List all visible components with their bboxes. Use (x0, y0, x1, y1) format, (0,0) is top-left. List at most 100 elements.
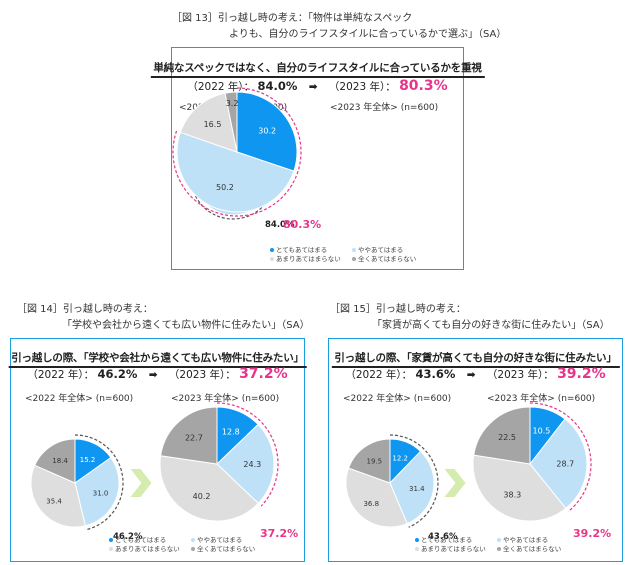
label-2023: （2023 年）： (486, 369, 554, 381)
value-2023: 39.2% (557, 366, 606, 382)
subtitle-2022: <2022 年全体> (n=600) (25, 394, 134, 404)
label-2023: （2023 年）： (168, 369, 236, 381)
pie-2023-label-not-very-applicable: 40.2 (193, 492, 211, 501)
pie-2023-label-not-very-applicable: 38.3 (503, 491, 521, 500)
figure-14-caption-line2: 「学校や会社から遠くても広い物件に住みたい」（SA） (62, 320, 310, 331)
pie-2023-highlight-arc (216, 402, 279, 507)
legend-item-3: あまりあてはまらない (276, 255, 341, 263)
label-2022: （2022 年）： (27, 369, 95, 381)
pie-2023-slice-somewhat-applicable (216, 423, 275, 504)
pie-2023-label-not-at-all-applicable: 3.2 (226, 99, 239, 108)
figure-13-panel: 単純なスペックではなく、自分のライフスタイルに合っているかを重視 （2022 年… (150, 47, 485, 270)
pie-2022-label-not-very-applicable: 36.8 (363, 500, 379, 508)
legend-item-3: あまりあてはまらない (421, 545, 486, 553)
legend-swatch-2 (497, 538, 501, 542)
figure-15-panel: 引っ越しの際、「家賃が高くても自分の好きな街に住みたい」 （2022 年）： 4… (328, 338, 623, 562)
pie-2022-label-not-at-all-applicable: 18.4 (52, 457, 68, 465)
label-2023: （2023 年）： (328, 81, 396, 93)
pie-2023-label-not-at-all-applicable: 22.5 (498, 433, 516, 442)
figure-13-caption-line2: よりも、自分のライフスタイルに合っているかで選ぶ」（SA） (229, 29, 507, 40)
legend-swatch-3 (109, 547, 113, 551)
value-2022: 46.2% (97, 367, 138, 381)
pie-2023-slice-somewhat-applicable (176, 131, 295, 213)
figure-14-headline: 引っ越しの際、「学校や会社から遠くても広い物件に住みたい」 (8, 350, 307, 368)
pie-2023-slice-not-very-applicable (159, 455, 260, 522)
pie-2023-highlight-arc (172, 87, 302, 217)
pie-2023-total: 80.3% (283, 218, 321, 231)
subtitle-2022: <2022 年全体> (n=600) (343, 394, 452, 404)
pie-2022-slice-not-at-all-applicable (347, 438, 391, 484)
value-2023: 80.3% (399, 78, 448, 94)
pie-2022-total: 43.6% (428, 532, 458, 542)
pie-2022-label-very-applicable: 15.2 (80, 456, 96, 464)
arrow-icon: ➡ (148, 369, 158, 381)
legend-item-4: 全くあてはまらない (503, 545, 562, 553)
legend-swatch-4 (497, 547, 501, 551)
pie-2023-slice-very-applicable (236, 91, 298, 172)
figure-15-caption-line2: 「家賃が高くても自分の好きな街に住みたい」（SA） (372, 320, 610, 331)
pie-2022-label-not-at-all-applicable: 19.5 (367, 458, 383, 466)
legend-item-4: 全くあてはまらない (197, 545, 256, 553)
legend: とてもあてはまる ややあてはまる あまりあてはまらない 全くあてはまらない (415, 536, 579, 554)
arrow-icon: ➡ (308, 81, 318, 93)
figure-13-comparison: （2022 年）： 84.0% ➡ （2023 年）： 80.3% (172, 78, 463, 94)
chevron-right-icon (130, 469, 152, 497)
legend-swatch-4 (191, 547, 195, 551)
figure-15-comparison: （2022 年）： 43.6% ➡ （2023 年）： 39.2% (329, 366, 622, 382)
legend-swatch-1 (415, 538, 419, 542)
legend: とてもあてはまる ややあてはまる あまりあてはまらない 全くあてはまらない (270, 246, 434, 264)
pie-2022-label-very-applicable: 12.2 (392, 455, 408, 463)
legend-item-1: とてもあてはまる (276, 246, 328, 254)
legend-swatch-2 (191, 538, 195, 542)
figure-13-headline: 単純なスペックではなく、自分のライフスタイルに合っているかを重視 (150, 60, 485, 78)
pie-2023-label-not-very-applicable: 16.5 (204, 120, 222, 129)
legend-item-2: ややあてはまる (358, 246, 404, 254)
pie-2023-slice-not-very-applicable (179, 92, 238, 153)
pie-2023-total: 39.2% (573, 527, 611, 540)
pie-2022-label-not-very-applicable: 35.4 (46, 498, 62, 506)
chevron-right-icon (444, 469, 466, 497)
pie-2022-total: 46.2% (113, 532, 143, 542)
legend: とてもあてはまる ややあてはまる あまりあてはまらない 全くあてはまらない (109, 536, 273, 554)
pie-2023-label-somewhat-applicable: 50.2 (216, 183, 234, 192)
pie-2022-label-somewhat-applicable: 31.4 (409, 485, 425, 493)
figure-15-chart: 12.2 31.4 36.8 19.5 43.6% 10.5 28.7 38.3 22.5 39.… (345, 402, 611, 542)
legend-swatch-3 (270, 257, 274, 261)
pie-2023-label-very-applicable: 10.5 (533, 427, 551, 436)
pie-2022-total: 84.0% (265, 220, 295, 230)
figure-14-panel: 引っ越しの際、「学校や会社から遠くても広い物件に住みたい」 （2022 年）： … (8, 338, 307, 562)
legend-item-4: 全くあてはまらない (358, 255, 417, 263)
figure-15-caption-line1: ［図 15］引っ越し時の考え： (330, 304, 466, 315)
figure-14-caption-line1: ［図 14］引っ越し時の考え： (17, 304, 153, 315)
figure-13-caption-line1: ［図 13］引っ越し時の考え：「物件は単純なスペック (172, 13, 413, 24)
pie-2023-label-very-applicable: 12.8 (222, 427, 240, 436)
legend-swatch-1 (270, 248, 274, 252)
value-2022: 43.6% (415, 367, 456, 381)
legend-swatch-3 (415, 547, 419, 551)
subtitle-2023: <2023 年全体> (n=600) (171, 394, 280, 404)
pie-2023-slice-not-at-all-applicable (473, 406, 531, 465)
pie-2023-slice-not-very-applicable (472, 454, 567, 522)
subtitle-2023: <2023 年全体> (n=600) (330, 103, 439, 113)
pie-2023-label-not-at-all-applicable: 22.7 (185, 433, 203, 442)
label-2022: （2022 年）： (345, 369, 413, 381)
value-2023: 37.2% (239, 366, 288, 382)
pie-2023-slice-not-at-all-applicable (160, 406, 218, 465)
legend-item-2: ややあてはまる (197, 536, 243, 544)
legend-swatch-1 (109, 538, 113, 542)
pie-2022-slice-not-at-all-applicable (34, 438, 76, 484)
figure-13-chart: 31.752.313.12.984.0%30.250.216.53.280.3% (172, 87, 321, 231)
legend-item-3: あまりあてはまらない (115, 545, 180, 553)
figure-14-chart: 15.2 31.0 35.4 18.4 46.2% 12.8 24.3 40.2 22.7 37.… (30, 402, 298, 542)
subtitle-2023: <2023 年全体> (n=600) (487, 394, 596, 404)
pie-2023-slice-not-at-all-applicable (224, 91, 238, 153)
legend-item-1: とてもあてはまる (115, 536, 167, 544)
pie-2022-highlight-arc (389, 434, 439, 528)
pie-2022-slice-not-very-applicable (30, 464, 87, 528)
pie-2022-label-somewhat-applicable: 31.0 (93, 490, 109, 498)
pie-2023-total: 37.2% (260, 527, 298, 540)
pie-2023-highlight-arc (529, 402, 592, 512)
label-2022: （2022 年）： (187, 81, 255, 93)
legend-item-1: とてもあてはまる (421, 536, 473, 544)
figure-15-headline: 引っ越しの際、「家賃が高くても自分の好きな街に住みたい」 (331, 350, 620, 368)
